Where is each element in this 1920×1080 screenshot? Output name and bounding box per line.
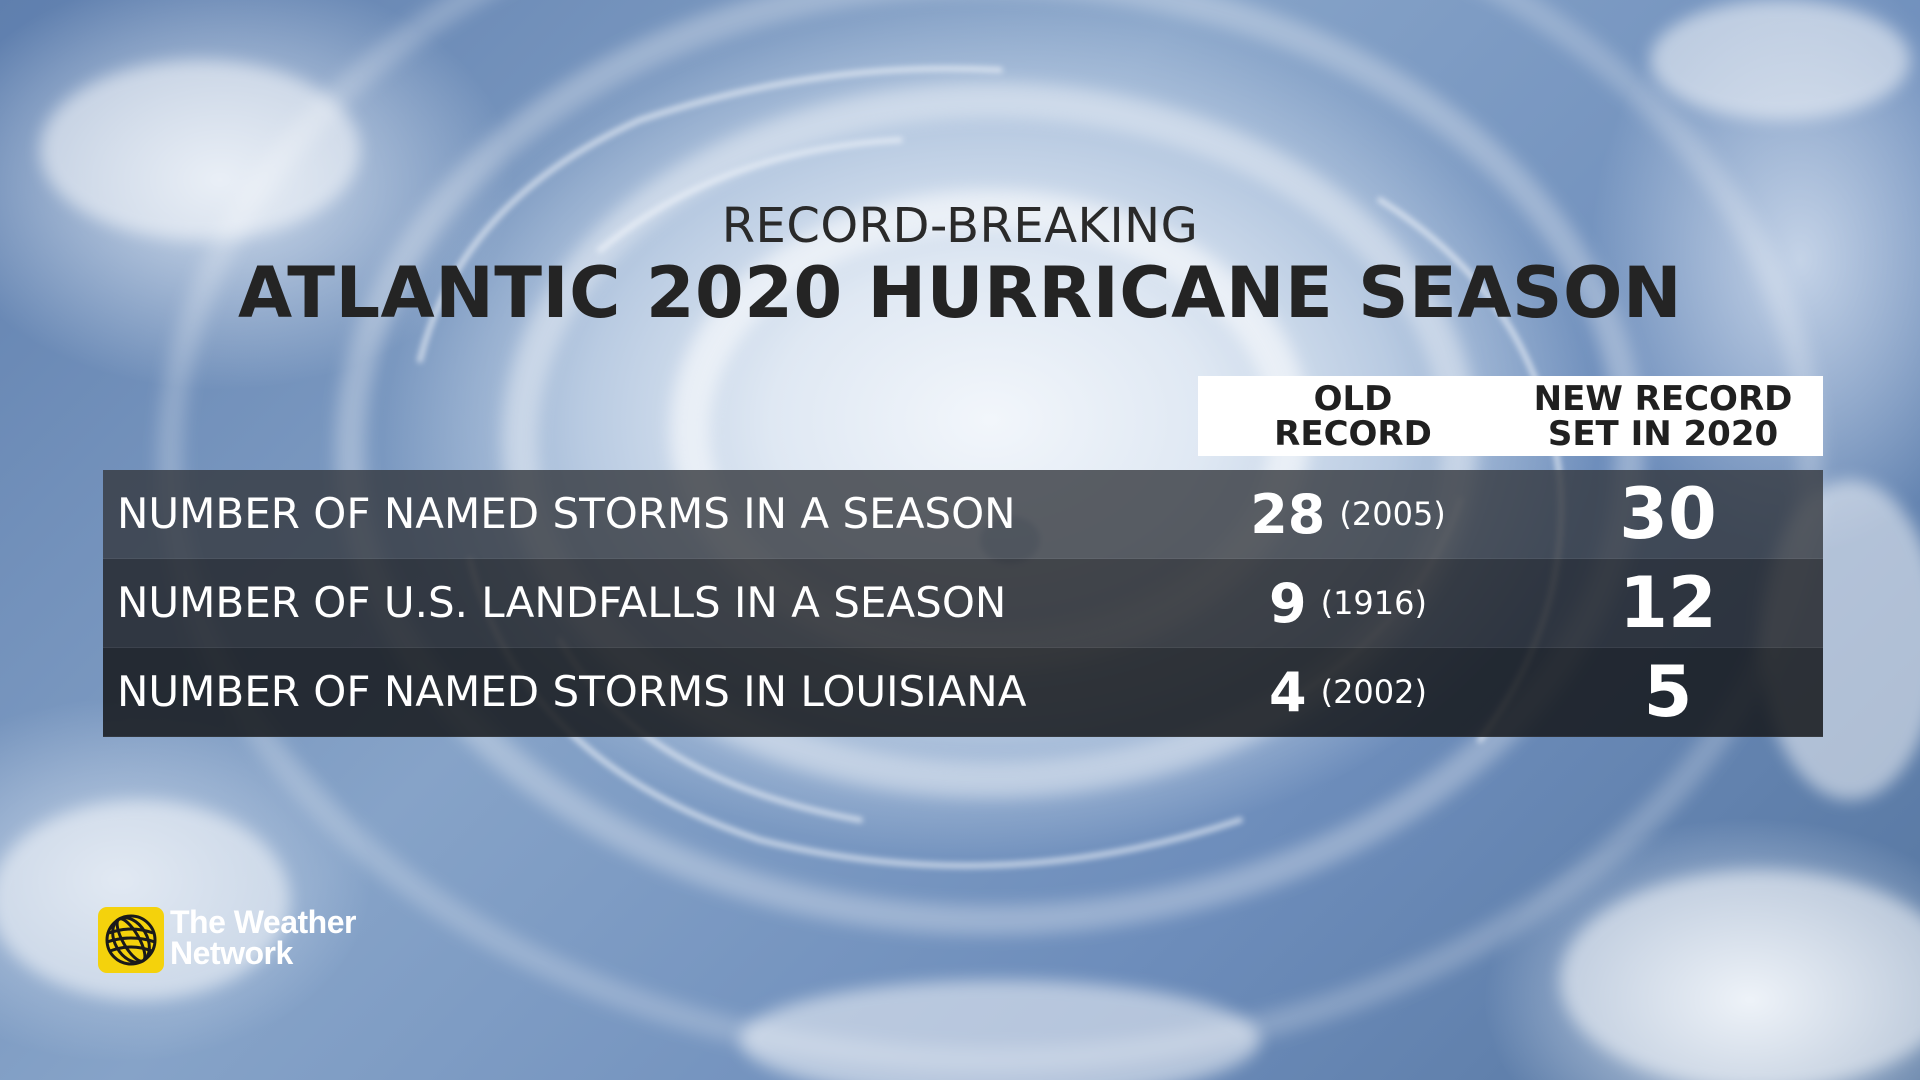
logo-line2: Network <box>170 935 293 971</box>
old-record-year: (2002) <box>1320 673 1427 711</box>
records-table: NUMBER OF NAMED STORMS IN A SEASON 28 (2… <box>103 470 1823 737</box>
table-row: NUMBER OF NAMED STORMS IN LOUISIANA 4 (2… <box>103 648 1823 737</box>
row-label: NUMBER OF NAMED STORMS IN LOUISIANA <box>117 667 1027 716</box>
table-row: NUMBER OF U.S. LANDFALLS IN A SEASON 9 (… <box>103 559 1823 648</box>
old-record-header-line1: OLD <box>1313 379 1393 419</box>
old-record-value: 4 <box>1269 660 1307 724</box>
new-record-header-line1: NEW RECORD <box>1533 379 1793 419</box>
new-record-value: 12 <box>1619 562 1717 644</box>
old-record-header-line2: RECORD <box>1274 414 1432 454</box>
new-record-header-line2: SET IN 2020 <box>1547 414 1779 454</box>
new-record-header: NEW RECORD SET IN 2020 <box>1518 382 1808 452</box>
old-record-cell: 28 (2005) <box>1198 470 1498 558</box>
logo-line1: The Weather <box>170 904 356 940</box>
old-record-value: 9 <box>1269 571 1307 635</box>
old-record-cell: 4 (2002) <box>1198 648 1498 736</box>
old-record-year: (2005) <box>1339 495 1446 533</box>
old-record-value: 28 <box>1250 482 1326 546</box>
old-record-cell: 9 (1916) <box>1198 559 1498 647</box>
row-label: NUMBER OF NAMED STORMS IN A SEASON <box>117 489 1016 538</box>
row-label: NUMBER OF U.S. LANDFALLS IN A SEASON <box>117 578 1007 627</box>
new-record-value: 30 <box>1619 473 1717 555</box>
page-title: ATLANTIC 2020 HURRICANE SEASON <box>237 252 1683 334</box>
globe-icon <box>98 907 164 973</box>
subtitle: RECORD-BREAKING <box>721 198 1199 254</box>
column-header-box: OLD RECORD NEW RECORD SET IN 2020 <box>1198 376 1823 456</box>
logo-wordmark: The Weather Network <box>170 904 356 971</box>
new-record-value: 5 <box>1643 651 1693 733</box>
table-row: NUMBER OF NAMED STORMS IN A SEASON 28 (2… <box>103 470 1823 559</box>
old-record-header: OLD RECORD <box>1218 382 1488 452</box>
the-weather-network-logo: The Weather Network <box>98 905 398 977</box>
old-record-year: (1916) <box>1320 584 1427 622</box>
